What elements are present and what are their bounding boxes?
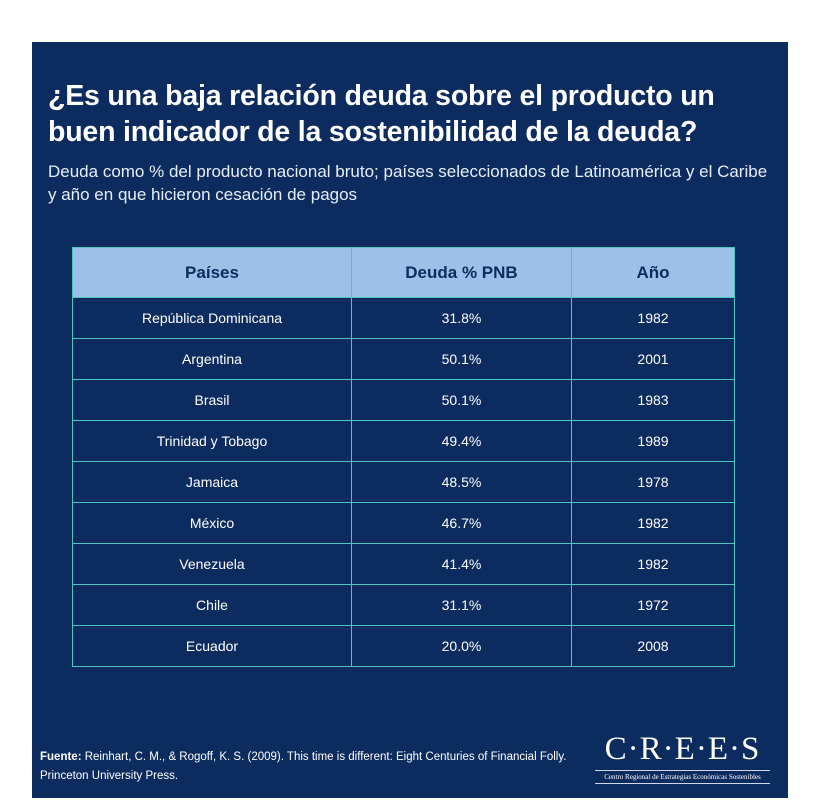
cell-country: Trinidad y Tobago <box>72 420 352 462</box>
subtitle: Deuda como % del producto nacional bruto… <box>48 162 768 204</box>
debt-table: Países Deuda % PNB Año República Dominic… <box>72 247 735 667</box>
cell-debt-pct: 49.4% <box>351 420 572 462</box>
cell-year: 1983 <box>571 379 735 421</box>
cell-year: 1989 <box>571 420 735 462</box>
cell-debt-pct: 31.8% <box>351 297 572 339</box>
source-note: Fuente: Reinhart, C. M., & Rogoff, K. S.… <box>40 748 580 786</box>
cell-year: 2008 <box>571 625 735 667</box>
source-label: Fuente: <box>40 751 82 763</box>
cell-year: 1978 <box>571 461 735 503</box>
cell-debt-pct: 48.5% <box>351 461 572 503</box>
cell-year: 1982 <box>571 297 735 339</box>
cell-country: México <box>72 502 352 544</box>
table-row: Jamaica 48.5% 1978 <box>72 461 735 503</box>
table-row: Trinidad y Tobago 49.4% 1989 <box>72 420 735 462</box>
table-row: Argentina 50.1% 2001 <box>72 338 735 380</box>
header-ano: Año <box>571 247 735 298</box>
cell-debt-pct: 31.1% <box>351 584 572 626</box>
cell-country: Ecuador <box>72 625 352 667</box>
page-title: ¿Es una baja relación deuda sobre el pro… <box>48 80 715 148</box>
cell-year: 1972 <box>571 584 735 626</box>
table-row: Chile 31.1% 1972 <box>72 584 735 626</box>
cell-country: Brasil <box>72 379 352 421</box>
cell-debt-pct: 50.1% <box>351 338 572 380</box>
cell-debt-pct: 41.4% <box>351 543 572 585</box>
table-row: Brasil 50.1% 1983 <box>72 379 735 421</box>
cell-debt-pct: 46.7% <box>351 502 572 544</box>
table-row: Venezuela 41.4% 1982 <box>72 543 735 585</box>
crees-logo: C·R·E·E·S Centro Regional de Estrategias… <box>595 730 770 784</box>
table-row: Ecuador 20.0% 2008 <box>72 625 735 667</box>
cell-country: Chile <box>72 584 352 626</box>
header-deuda: Deuda % PNB <box>351 247 572 298</box>
logo-name: C·R·E·E·S <box>604 731 761 767</box>
table-row: República Dominicana 31.8% 1982 <box>72 297 735 339</box>
cell-year: 1982 <box>571 543 735 585</box>
infographic-panel: ¿Es una baja relación deuda sobre el pro… <box>32 42 788 798</box>
source-text: Reinhart, C. M., & Rogoff, K. S. (2009).… <box>40 751 567 782</box>
header-paises: Países <box>72 247 352 298</box>
cell-country: Venezuela <box>72 543 352 585</box>
cell-year: 1982 <box>571 502 735 544</box>
cell-country: República Dominicana <box>72 297 352 339</box>
logo-tagline: Centro Regional de Estrategias Económica… <box>595 770 770 784</box>
cell-year: 2001 <box>571 338 735 380</box>
cell-country: Jamaica <box>72 461 352 503</box>
cell-country: Argentina <box>72 338 352 380</box>
cell-debt-pct: 20.0% <box>351 625 572 667</box>
table-row: México 46.7% 1982 <box>72 502 735 544</box>
table-header-row: Países Deuda % PNB Año <box>72 247 735 298</box>
cell-debt-pct: 50.1% <box>351 379 572 421</box>
